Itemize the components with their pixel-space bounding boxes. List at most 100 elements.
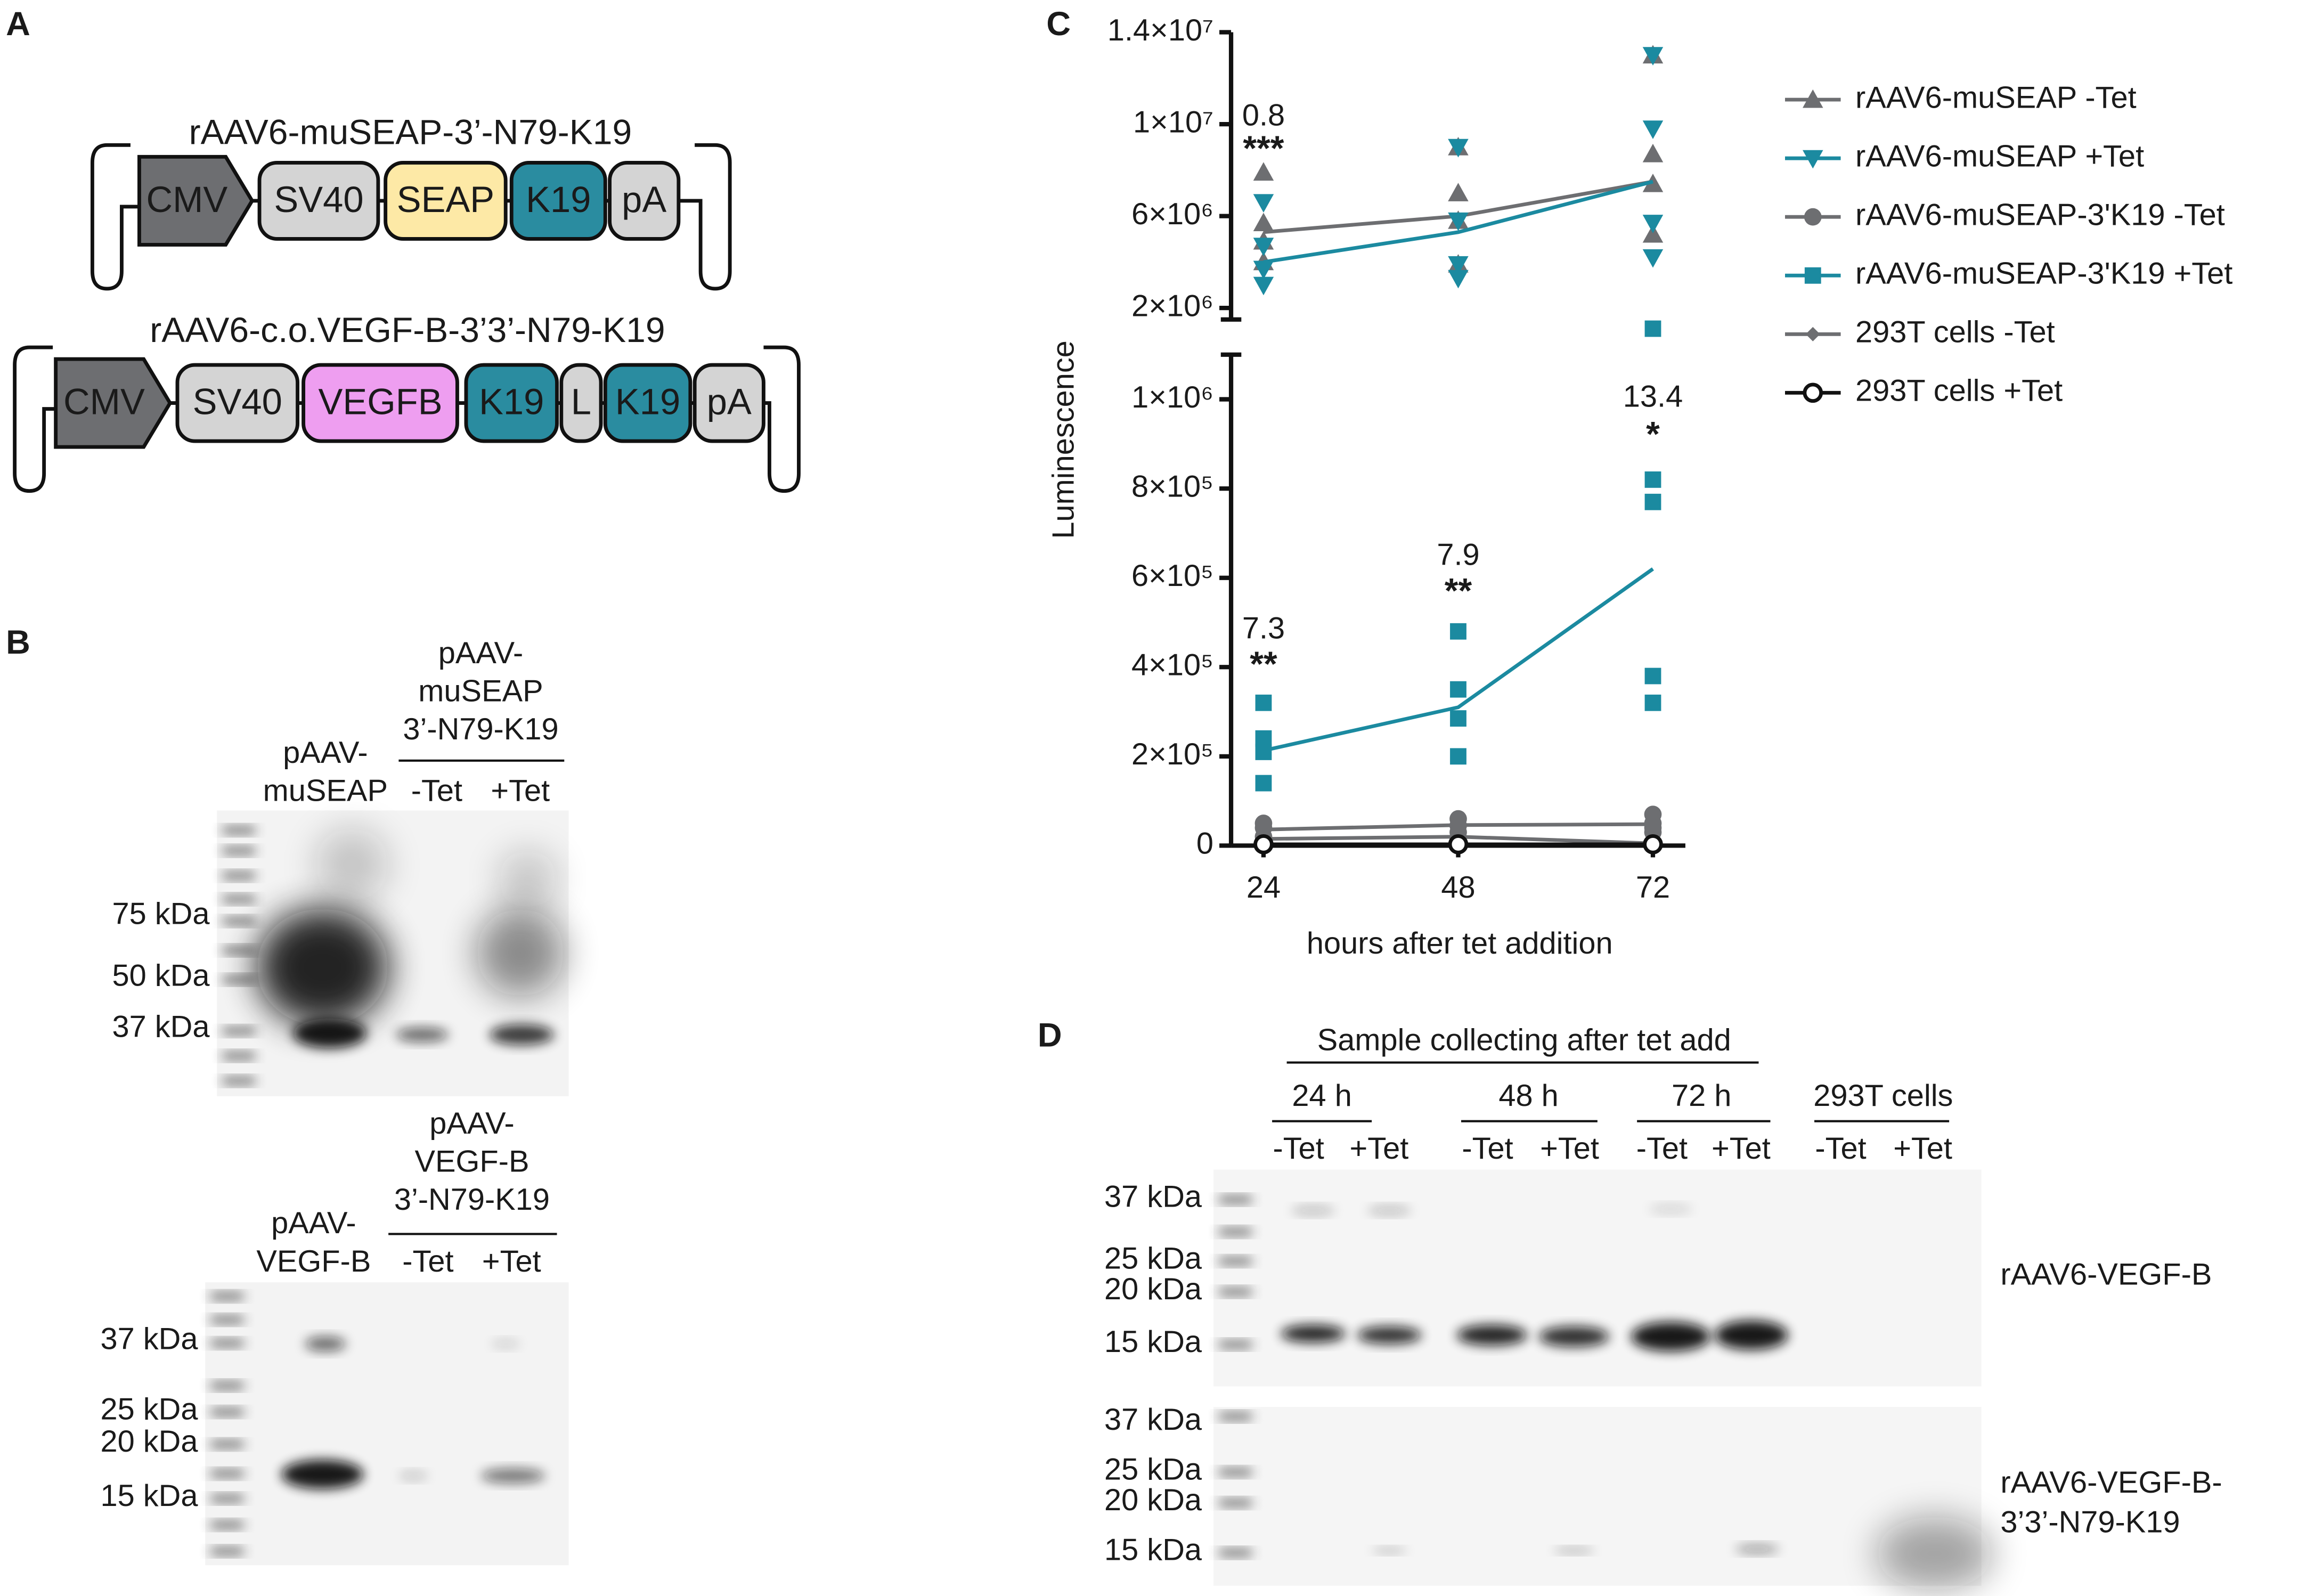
ladder-band [211,1316,243,1324]
y-tick-label: 6×10⁶ [1131,197,1213,231]
point [1644,493,1661,510]
element-label: CMV [146,179,227,220]
point [1448,256,1469,275]
point [1644,694,1661,711]
point [1644,320,1661,337]
legend-label: rAAV6-muSEAP-3'K19 -Tet [1855,198,2225,232]
marker-label: 15 kDa [1104,1533,1202,1567]
lane-label: -Tet [411,774,462,808]
point [1642,249,1664,268]
ladder-band [1219,1288,1252,1296]
ladder-band [223,1077,255,1085]
point [1253,162,1274,181]
annotation: 7.9 [1437,538,1479,572]
y-axis-title: Luminescence [1046,340,1080,539]
construct-title: rAAV6-c.o.VEGF-B-3’3’-N79-K19 [150,310,665,349]
legend-marker [1805,327,1820,341]
band [1714,1320,1788,1350]
annotation: 7.3 [1242,611,1285,645]
point [1450,748,1466,765]
marker-label: 37 kDa [112,1010,210,1044]
y-tick-label: 6×10⁵ [1131,559,1213,593]
group-label: pAAV- [438,636,523,670]
element-box [509,160,607,241]
ladder-band [1219,1413,1252,1420]
ladder-band [223,847,255,854]
significance: ** [1445,571,1472,610]
point [1255,744,1272,760]
y-tick-label: 8×10⁵ [1131,469,1213,503]
point [1642,47,1664,66]
group-label: 3’-N79-K19 [403,712,558,746]
panel-label: B [6,624,30,661]
marker-label: 25 kDa [1104,1241,1202,1275]
panel-label: C [1046,5,1071,43]
ladder-band [223,826,255,834]
element-label: pA [707,381,752,422]
element-box [692,363,765,443]
lane-label: -Tet [1462,1131,1513,1166]
point [1253,260,1274,280]
point [1450,623,1466,640]
y-tick-label: 0 [1196,827,1213,861]
band [395,1027,449,1043]
group-label: 72 h [1672,1079,1731,1113]
annotation: 13.4 [1623,380,1683,414]
band [1367,1206,1412,1215]
point [1642,143,1664,162]
ladder-band [223,917,255,925]
lane-label: +Tet [1893,1131,1952,1166]
ladder-band [1219,1195,1252,1203]
band [256,908,389,1026]
blot-name: rAAV6-VEGF-B [2000,1258,2212,1292]
legend-marker [1803,150,1823,169]
element-label: K19 [479,381,544,422]
marker-label: 25 kDa [100,1393,198,1427]
band [489,1024,555,1045]
point [1253,213,1274,231]
ladder-band [223,895,255,903]
blot-name: 3’3’-N79-K19 [2000,1505,2180,1539]
group-label: pAAV- [429,1106,514,1141]
marker-label: 37 kDa [1104,1180,1202,1214]
marker-label: 37 kDa [1104,1403,1202,1437]
band [1357,1326,1422,1344]
marker-label: 15 kDa [100,1479,198,1513]
point [1642,224,1664,243]
promoter-arrow [54,357,173,449]
element-label: SEAP [397,179,494,220]
legend-marker [1804,267,1821,284]
marker-label: 75 kDa [112,897,210,931]
lane-label: -Tet [1636,1131,1688,1166]
legend-label: rAAV6-muSEAP -Tet [1855,80,2137,115]
lane-label: muSEAP [263,774,388,808]
band [281,1460,364,1489]
group-label: VEGF-B [414,1145,529,1179]
lane-label: +Tet [482,1244,541,1279]
y-tick-label: 2×10⁶ [1131,289,1213,323]
legend-marker [1804,208,1822,226]
ladder-band [1219,1468,1252,1476]
annotation: 0.8 [1242,98,1285,132]
band [1735,1544,1779,1554]
element-label: pA [622,179,666,220]
marker-label: 37 kDa [100,1322,198,1356]
lane-label: -Tet [1273,1131,1324,1166]
lane-label: -Tet [1815,1131,1866,1166]
point [1448,183,1469,201]
element-box [608,160,681,241]
element-label: K19 [615,381,680,422]
ladder-band [1219,1499,1252,1507]
lane-label: +Tet [1540,1131,1599,1166]
blot [1213,1169,1982,1387]
panel-label: D [1038,1017,1062,1054]
legend-marker [1803,382,1823,403]
point [1255,694,1272,711]
lane-label: +Tet [1712,1131,1771,1166]
lane-label: VEGF-B [256,1244,371,1279]
blot-name: rAAV6-VEGF-B- [2000,1465,2222,1500]
y-tick-label: 4×10⁵ [1131,648,1213,682]
ladder-band [211,1521,243,1529]
ladder-band [1219,1549,1252,1557]
